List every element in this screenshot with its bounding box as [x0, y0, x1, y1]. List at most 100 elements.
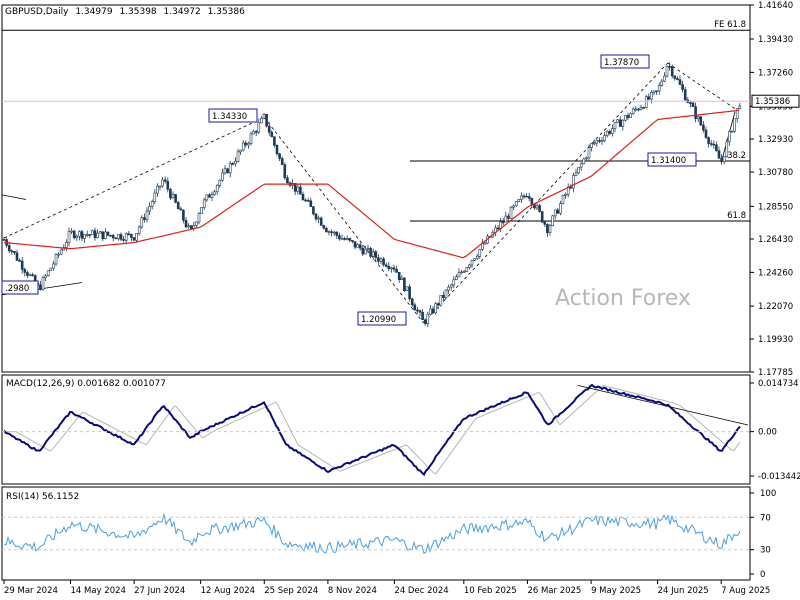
candle-body	[57, 253, 60, 256]
candle-body	[67, 231, 71, 243]
rsi-tick-label: 70	[760, 513, 771, 523]
candle-body	[447, 286, 450, 291]
candle-body	[260, 117, 263, 124]
time-tick-label: 14 May 2024	[71, 586, 126, 596]
candle-body	[681, 84, 684, 90]
price-tick-label: 1.37260	[758, 68, 793, 78]
candle-body	[538, 205, 541, 212]
candle-body	[270, 131, 274, 138]
candle-body	[117, 234, 120, 240]
candle-body	[267, 125, 271, 133]
candle-body	[574, 172, 578, 176]
candle-body	[140, 217, 144, 228]
candle-body	[605, 131, 609, 136]
candle-body	[46, 270, 50, 277]
candle-body	[390, 267, 393, 270]
candle-body	[418, 310, 422, 313]
time-tick-label: 12 Aug 2024	[201, 586, 255, 596]
candle-body	[699, 116, 703, 126]
watermark: Action Forex	[555, 286, 691, 311]
annotation-label: 1.34330	[212, 112, 247, 122]
time-tick-label: 7 Aug 2025	[721, 586, 770, 596]
candle-body	[608, 131, 612, 134]
candle-body	[96, 232, 99, 238]
price-tick-label: 1.41640	[758, 1, 793, 11]
candle-body	[631, 108, 635, 115]
candle-body	[660, 80, 664, 86]
candle-body	[296, 186, 300, 192]
candle-body	[275, 145, 279, 155]
candle-body	[413, 304, 417, 311]
candle-body	[707, 137, 710, 144]
candle-body	[91, 230, 94, 235]
candle-body	[522, 195, 526, 198]
candle-body	[468, 264, 471, 268]
candle-body	[353, 241, 357, 248]
candle-body	[364, 248, 367, 255]
candle-body	[135, 233, 138, 241]
candle-body	[551, 215, 554, 226]
candle-body	[384, 264, 388, 267]
candle-body	[114, 237, 118, 240]
level-label: FE 61.8	[714, 20, 746, 30]
candle-body	[629, 113, 632, 118]
rsi-line	[3, 513, 741, 555]
candle-body	[501, 221, 505, 224]
candle-body	[124, 233, 128, 241]
candle-body	[587, 147, 591, 159]
candle-body	[728, 131, 731, 143]
candle-body	[202, 199, 206, 208]
candle-body	[374, 251, 378, 258]
candle-body	[13, 251, 16, 254]
candle-body	[715, 144, 718, 152]
candle-body	[187, 225, 190, 228]
symbol: GBPUSD	[5, 7, 43, 17]
candle-body	[598, 140, 601, 142]
candle-body	[647, 96, 651, 100]
candle-body	[561, 195, 565, 204]
ohlc-high: 1.35398	[119, 7, 156, 17]
candle-body	[314, 213, 318, 220]
candle-body	[400, 277, 404, 281]
candle-body	[166, 181, 170, 190]
candle-body	[535, 205, 539, 209]
candle-body	[325, 227, 328, 233]
panel-frame-2	[1, 486, 751, 581]
candle-body	[338, 235, 341, 240]
annotation-box	[357, 311, 407, 326]
candle-body	[527, 196, 531, 199]
rsi-tick-label: 30	[760, 546, 771, 556]
macd-line	[3, 383, 741, 477]
candle-body	[457, 272, 461, 278]
macd-tick-label: 0.014734	[758, 379, 799, 389]
time-tick-label: 29 Mar 2024	[4, 586, 58, 596]
candle-body	[330, 231, 333, 233]
candle-body	[582, 158, 586, 165]
candle-body	[148, 206, 151, 212]
candle-body	[395, 269, 398, 273]
candle-body	[150, 201, 154, 207]
candle-body	[70, 230, 73, 233]
candle-body	[44, 275, 47, 278]
candle-body	[637, 108, 640, 111]
candle-body	[717, 150, 721, 159]
candle-body	[369, 247, 372, 257]
rsi-title: RSI(14) 56.1152	[6, 492, 79, 502]
candle-body	[226, 168, 229, 174]
candle-body	[283, 164, 287, 179]
price-annotations: 1.34330 1.20990 1.37870 1.31400 .2980	[1, 54, 697, 326]
candle-body	[208, 194, 211, 198]
level-label: 38.2	[727, 151, 746, 161]
candle-body	[496, 227, 500, 230]
candle-body	[39, 284, 42, 290]
price-tick-label: 1.19930	[758, 335, 793, 345]
candle-body	[197, 213, 201, 223]
candle-body	[65, 242, 68, 248]
candle-body	[83, 234, 86, 239]
candle-body	[735, 108, 739, 120]
candle-body	[153, 192, 157, 202]
candle-body	[273, 136, 276, 146]
time-tick-label: 9 May 2025	[591, 586, 641, 596]
candle-body	[408, 286, 411, 300]
candle-body	[254, 131, 258, 133]
